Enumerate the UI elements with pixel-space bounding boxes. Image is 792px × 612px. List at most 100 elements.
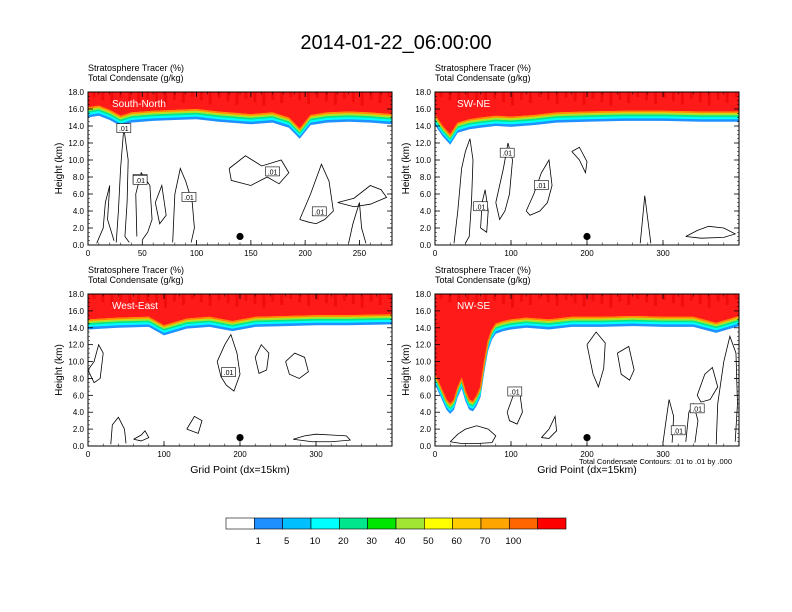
- x-tick-label: 100: [504, 450, 518, 459]
- contour-label: .01: [476, 204, 486, 211]
- y-axis-label: Height (km): [54, 344, 65, 396]
- tracer-streak: [502, 294, 506, 305]
- contour-label-box: [181, 192, 197, 202]
- x-tick-label: 200: [580, 249, 594, 258]
- contour-label: .01: [224, 370, 234, 377]
- condensate-contour: [293, 433, 352, 443]
- panel-header-line: Total Condensate (g/kg): [435, 275, 531, 285]
- colorbar-swatch: [452, 517, 482, 530]
- tracer-streak: [235, 92, 239, 105]
- tracer-streak: [289, 92, 293, 98]
- tracer-streak: [333, 294, 337, 307]
- colorbar-label: 1: [256, 536, 261, 547]
- tracer-streak: [707, 294, 711, 308]
- tracer-streak: [146, 92, 150, 99]
- y-tick-label: 2.0: [420, 224, 432, 233]
- tracer-streak: [663, 92, 666, 98]
- tracer-streak: [351, 294, 355, 305]
- condensate-contour: [254, 343, 270, 374]
- condensate-contour: [495, 142, 513, 221]
- y-tick-label: 6.0: [420, 391, 432, 400]
- tracer-fringe: [435, 110, 739, 137]
- x-tick-label: 200: [580, 450, 594, 459]
- tracer-streak: [199, 92, 203, 101]
- contour-label-box: [507, 386, 523, 397]
- tracer-streak: [573, 294, 577, 304]
- x-tick-label: 0: [433, 249, 438, 258]
- tracer-streak: [439, 92, 443, 98]
- condensate-contour: [133, 430, 150, 442]
- y-tick-label: 12.0: [68, 341, 84, 350]
- panel-header-line: Total Condensate (g/kg): [88, 73, 184, 83]
- tracer-streak: [101, 92, 105, 101]
- panel-header-line: Total Condensate (g/kg): [435, 73, 531, 83]
- tracer-streak: [289, 294, 293, 300]
- tracer-streak: [707, 92, 711, 106]
- tracer-streak: [181, 294, 185, 305]
- colorbar: 1 5 10 20 30 40 50 60 70 100: [225, 517, 567, 547]
- panel-header-line: Stratosphere Tracer (%): [88, 265, 184, 275]
- colorbar-label: 70: [480, 536, 491, 547]
- panel-plot-area: .01 .01 .01: [435, 294, 739, 445]
- colorbar-label: 30: [366, 536, 377, 547]
- y-tick-label: 0.0: [420, 241, 432, 250]
- tracer-streak: [253, 294, 257, 305]
- y-tick-label: 2.0: [73, 224, 85, 233]
- contour-label-box: [221, 367, 236, 377]
- tracer-streak: [528, 92, 532, 104]
- y-axis-label: Height (km): [54, 143, 65, 195]
- tracer-streak: [172, 92, 176, 100]
- tracer-streak: [387, 294, 391, 300]
- tracer-streak: [378, 294, 382, 305]
- contour-label-box: [473, 201, 488, 212]
- y-tick-label: 8.0: [73, 374, 85, 383]
- condensate-contour: [299, 163, 334, 225]
- figure-title: 2014-01-22_06:00:00: [300, 32, 492, 54]
- tracer-streak: [271, 294, 275, 302]
- tracer-streak: [208, 92, 212, 104]
- tracer-streak: [316, 294, 319, 300]
- tracer-streak: [244, 294, 248, 301]
- x-tick-label: 100: [504, 249, 518, 258]
- tracer-streak: [119, 92, 123, 98]
- contour-label-box: [670, 425, 686, 436]
- tracer-streak: [716, 294, 720, 302]
- tracer-streak: [475, 92, 479, 102]
- tracer-streak: [716, 92, 720, 100]
- tracer-streak: [369, 92, 373, 100]
- tracer-streak: [298, 294, 302, 303]
- y-tick-label: 10.0: [68, 156, 84, 165]
- tracer-streak: [609, 294, 613, 308]
- y-tick-label: 14.0: [415, 324, 431, 333]
- tracer-streak: [528, 294, 532, 305]
- y-tick-label: 4.0: [420, 408, 432, 417]
- y-tick-label: 0.0: [420, 442, 432, 451]
- tracer-streak: [484, 294, 488, 307]
- tracer-streak: [110, 294, 114, 306]
- tracer-streak: [351, 92, 355, 103]
- condensate-contour: [228, 155, 290, 186]
- tracer-streak: [573, 92, 577, 102]
- panel-3: Stratosphere Tracer (%)Total Condensate …: [54, 265, 393, 476]
- colorbar-swatch: [480, 517, 510, 530]
- tracer-streak: [190, 92, 194, 98]
- condensate-contour: [617, 345, 635, 381]
- tracer-streak: [128, 294, 132, 304]
- colorbar-label: 40: [395, 536, 406, 547]
- tracer-streak: [591, 92, 595, 99]
- colorbar-swatch: [310, 517, 340, 530]
- y-tick-label: 16.0: [415, 307, 431, 316]
- y-tick-label: 12.0: [68, 139, 84, 148]
- x-axis-label: Grid Point (dx=15km): [537, 464, 637, 476]
- x-tick-label: 150: [244, 249, 258, 258]
- condensate-contour: [541, 415, 558, 439]
- y-tick-label: 14.0: [415, 122, 431, 131]
- tracer-streak: [378, 92, 382, 104]
- y-axis-label: Height (km): [401, 143, 412, 195]
- colorbar-swatch: [225, 517, 255, 530]
- tracer-streak: [439, 294, 443, 300]
- tracer-streak: [475, 294, 479, 304]
- tracer-streak: [448, 294, 452, 303]
- tracer-streak: [387, 92, 391, 98]
- tracer-streak: [360, 294, 364, 308]
